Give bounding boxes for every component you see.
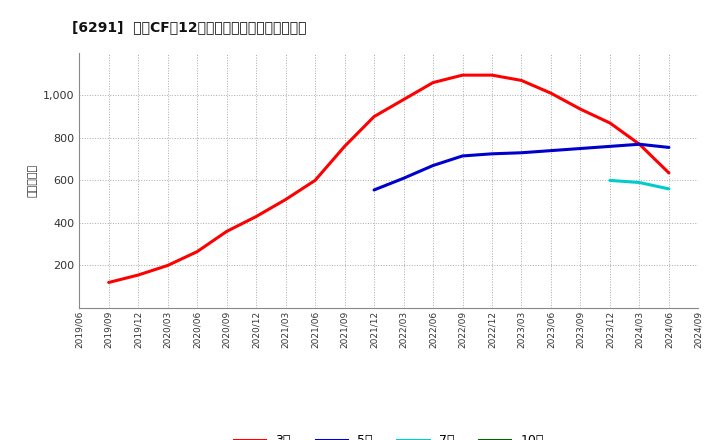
Text: [6291]  営業CFだ12か月移動合計の平均値の推移: [6291] 営業CFだ12か月移動合計の平均値の推移 [72,20,307,34]
Y-axis label: （百万円）: （百万円） [27,164,37,197]
Legend: 3年, 5年, 7年, 10年: 3年, 5年, 7年, 10年 [229,429,549,440]
